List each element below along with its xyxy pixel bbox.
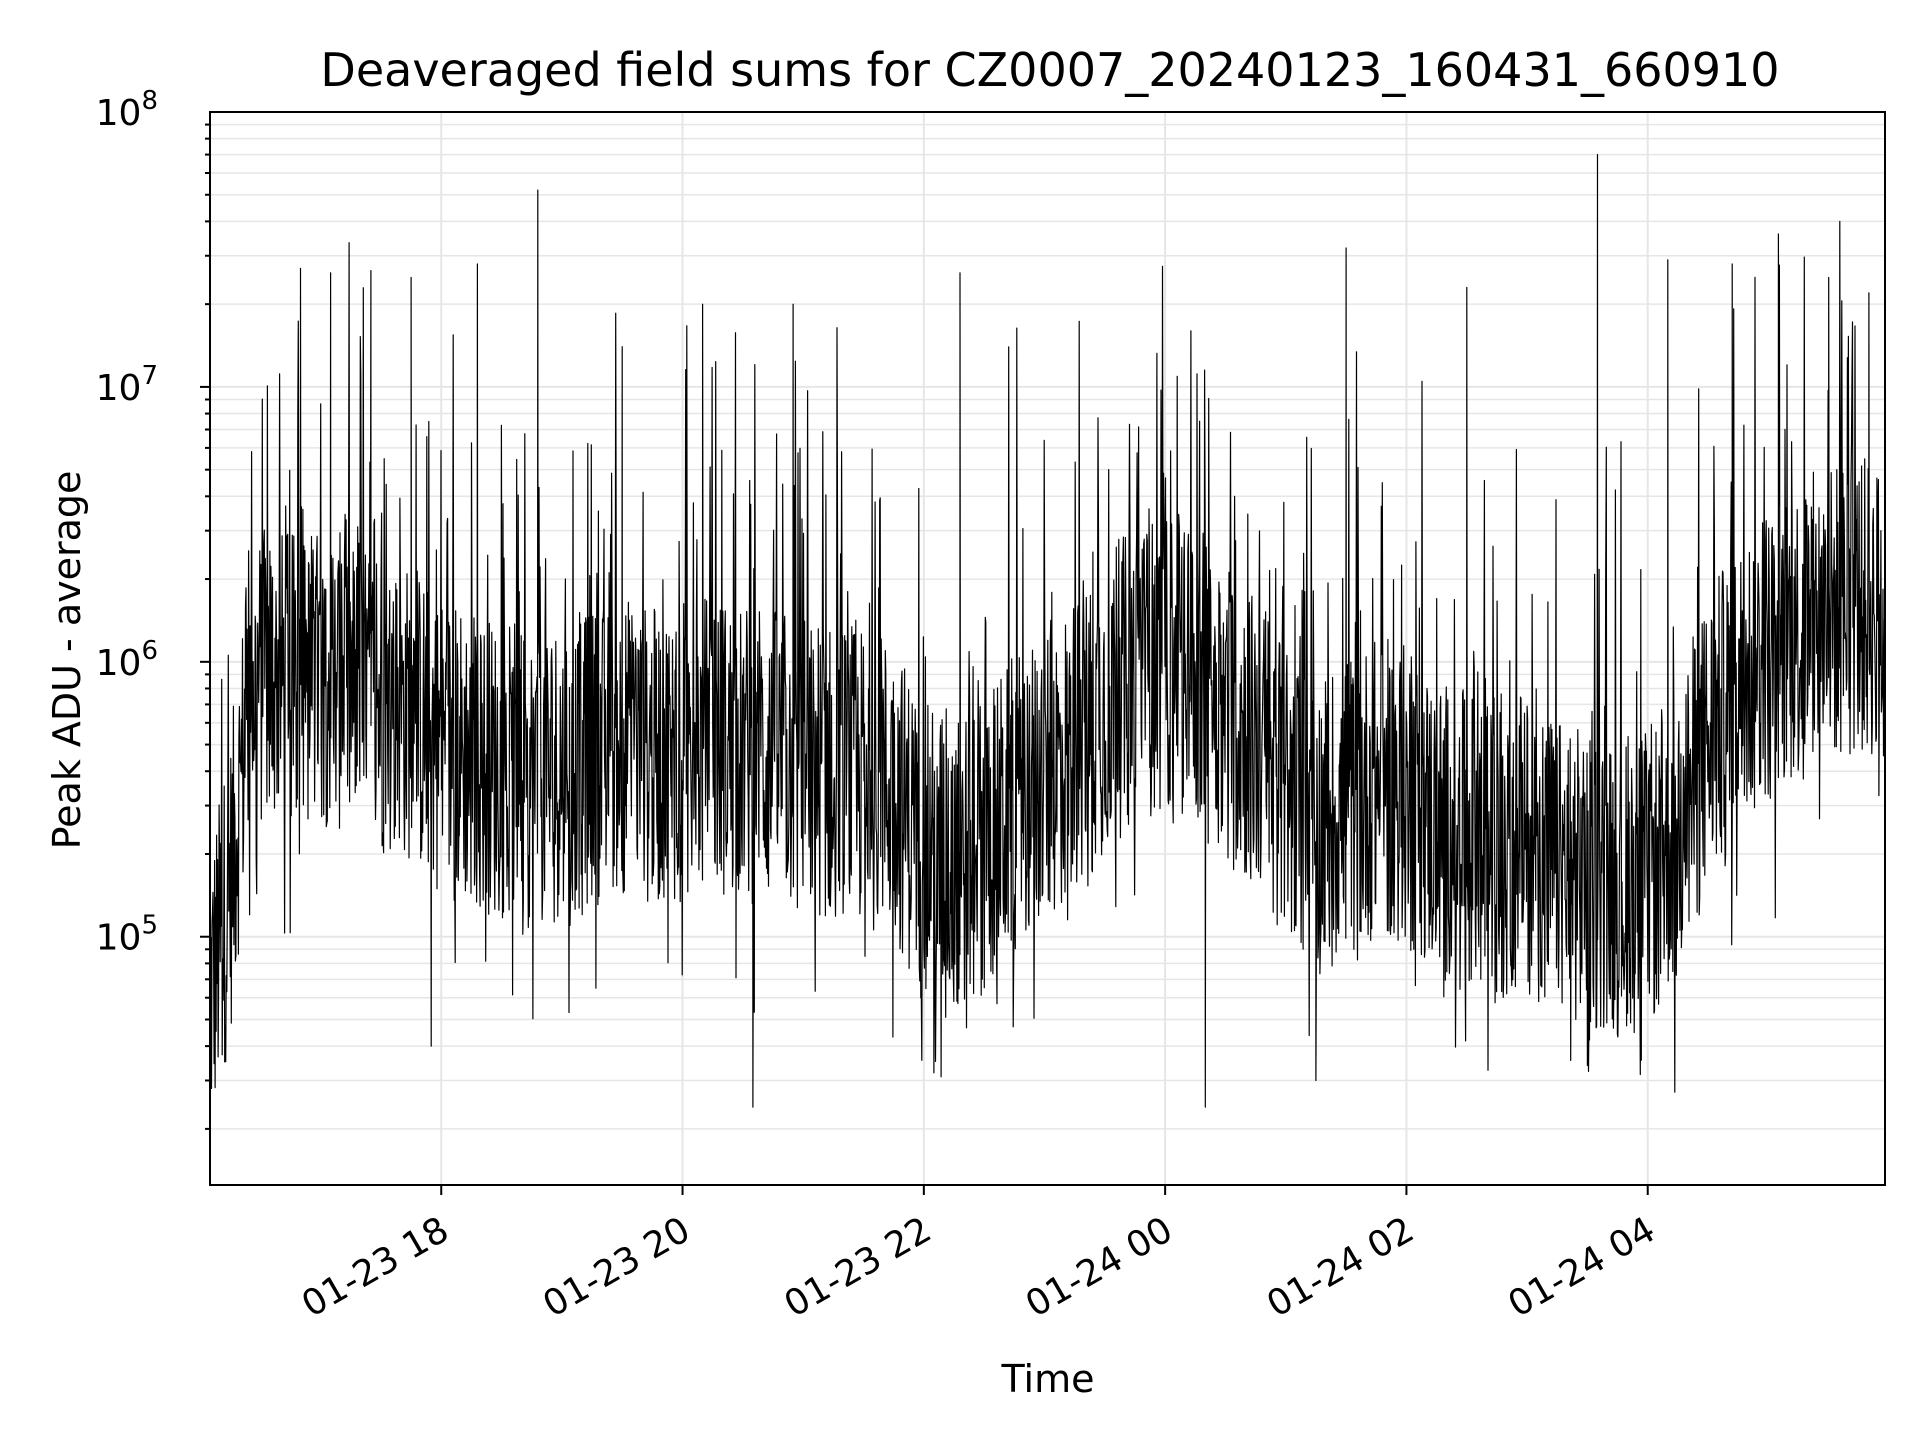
y-tick-label: 106 xyxy=(96,636,158,684)
y-tick-label: 108 xyxy=(96,86,158,134)
series-line xyxy=(209,154,1886,1143)
chart-title: Deaveraged field sums for CZ0007_2024012… xyxy=(320,43,1779,97)
y-axis-label: Peak ADU - average xyxy=(45,471,89,850)
x-axis-label: Time xyxy=(1001,1357,1095,1401)
y-tick-label: 105 xyxy=(96,911,158,959)
plot-area xyxy=(209,154,1886,1143)
y-tick-label: 107 xyxy=(96,361,158,409)
axes-frame xyxy=(209,111,1886,1186)
